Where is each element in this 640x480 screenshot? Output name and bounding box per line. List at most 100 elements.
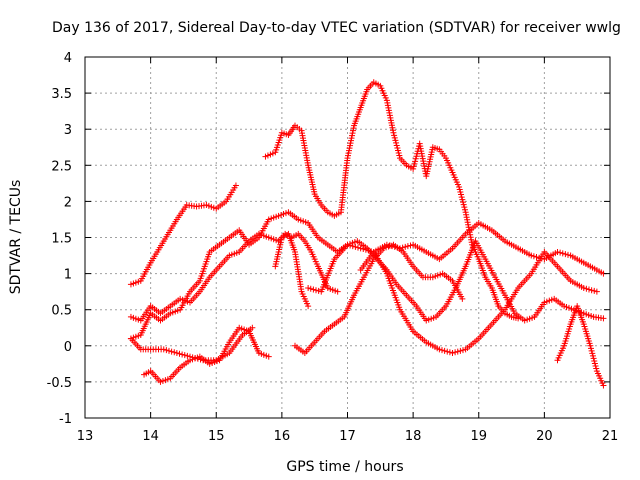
x-tick-label: 21: [602, 429, 619, 444]
y-tick-label: -0.5: [47, 376, 72, 391]
data-point: [583, 285, 590, 292]
data-point: [528, 252, 535, 259]
data-point: [593, 288, 600, 295]
data-point: [344, 241, 351, 248]
y-tick-label: 3.5: [51, 87, 72, 102]
data-point: [166, 347, 172, 354]
data-point: [355, 244, 361, 251]
series-track-6: [141, 324, 272, 385]
series-track-10: [554, 303, 607, 389]
data-point: [554, 248, 561, 255]
data-point: [383, 241, 390, 248]
y-tick-label: 0.5: [51, 304, 72, 319]
y-tick-label: 2.5: [51, 159, 72, 174]
data-point: [591, 287, 598, 294]
data-point: [456, 183, 463, 190]
data-point: [589, 352, 596, 359]
data-point: [173, 350, 180, 357]
data-point: [410, 165, 417, 172]
data-point: [460, 201, 467, 208]
y-tick-label: 3: [64, 123, 72, 138]
data-point: [454, 348, 461, 355]
data-point: [593, 365, 600, 372]
data-point: [562, 251, 569, 258]
data-point: [307, 285, 314, 292]
data-point: [181, 352, 188, 359]
data-point: [600, 382, 607, 389]
data-point: [389, 243, 396, 250]
data-point: [410, 163, 417, 170]
data-point: [592, 363, 599, 370]
data-point: [459, 295, 466, 302]
data-point: [357, 245, 364, 252]
x-axis-title: GPS time / hours: [286, 459, 403, 475]
data-point: [402, 243, 409, 250]
series-track-7: [292, 241, 466, 357]
data-point: [392, 137, 399, 144]
data-point: [352, 243, 359, 250]
y-axis-title: SDTVAR / TECUs: [8, 180, 24, 295]
grid: [85, 57, 610, 418]
y-tick-label: -1: [59, 412, 72, 427]
series-track-2: [262, 79, 522, 322]
data-point: [458, 194, 465, 201]
data-point: [590, 355, 597, 362]
data-point: [461, 206, 468, 213]
x-tick-label: 17: [339, 429, 356, 444]
y-tick-label: 4: [64, 51, 72, 66]
series-track-11: [272, 230, 312, 310]
data-point: [586, 286, 592, 293]
data-point: [460, 347, 466, 354]
axis-ticks: [84, 56, 611, 419]
data-point: [457, 189, 464, 196]
data-point: [587, 342, 594, 349]
data-point: [441, 347, 448, 354]
data-point: [347, 242, 354, 249]
data-point: [600, 315, 607, 322]
x-tick-label: 18: [405, 429, 422, 444]
data-point: [315, 287, 322, 294]
data-point: [160, 346, 167, 353]
data-point: [533, 253, 540, 260]
data-point: [557, 249, 564, 256]
x-tick-label: 15: [208, 429, 225, 444]
data-point: [399, 244, 406, 251]
data-point: [457, 347, 464, 354]
data-point: [439, 347, 445, 354]
data-point: [536, 254, 543, 261]
data-point: [305, 303, 312, 310]
data-point: [459, 196, 466, 203]
data-point: [360, 246, 367, 253]
data-point: [559, 250, 566, 257]
data-point: [365, 247, 372, 254]
data-point: [249, 324, 256, 331]
data-point: [461, 204, 468, 211]
data-point: [397, 245, 403, 252]
data-point: [452, 349, 459, 356]
data-point: [390, 129, 397, 136]
data-point: [589, 350, 596, 357]
data-point: [565, 251, 571, 258]
x-tick-label: 16: [274, 429, 291, 444]
data-point: [444, 348, 451, 355]
x-tick-label: 14: [142, 429, 159, 444]
data-point: [404, 243, 411, 250]
data-point: [449, 350, 456, 357]
data-point: [456, 186, 463, 193]
data-point: [265, 353, 272, 360]
series-track-1: [127, 182, 239, 288]
data-point: [412, 155, 419, 162]
data-point: [587, 345, 594, 352]
data-point: [184, 352, 191, 359]
data-point: [396, 152, 403, 159]
data-point: [391, 243, 398, 250]
chart-title: Day 136 of 2017, Sidereal Day-to-day VTE…: [52, 20, 621, 36]
data-point: [386, 242, 393, 249]
data-point: [232, 182, 239, 189]
data-point: [411, 160, 418, 167]
data-point: [163, 347, 170, 354]
data-point: [460, 199, 466, 206]
data-point: [436, 346, 443, 353]
y-tick-label: 0: [64, 340, 72, 355]
